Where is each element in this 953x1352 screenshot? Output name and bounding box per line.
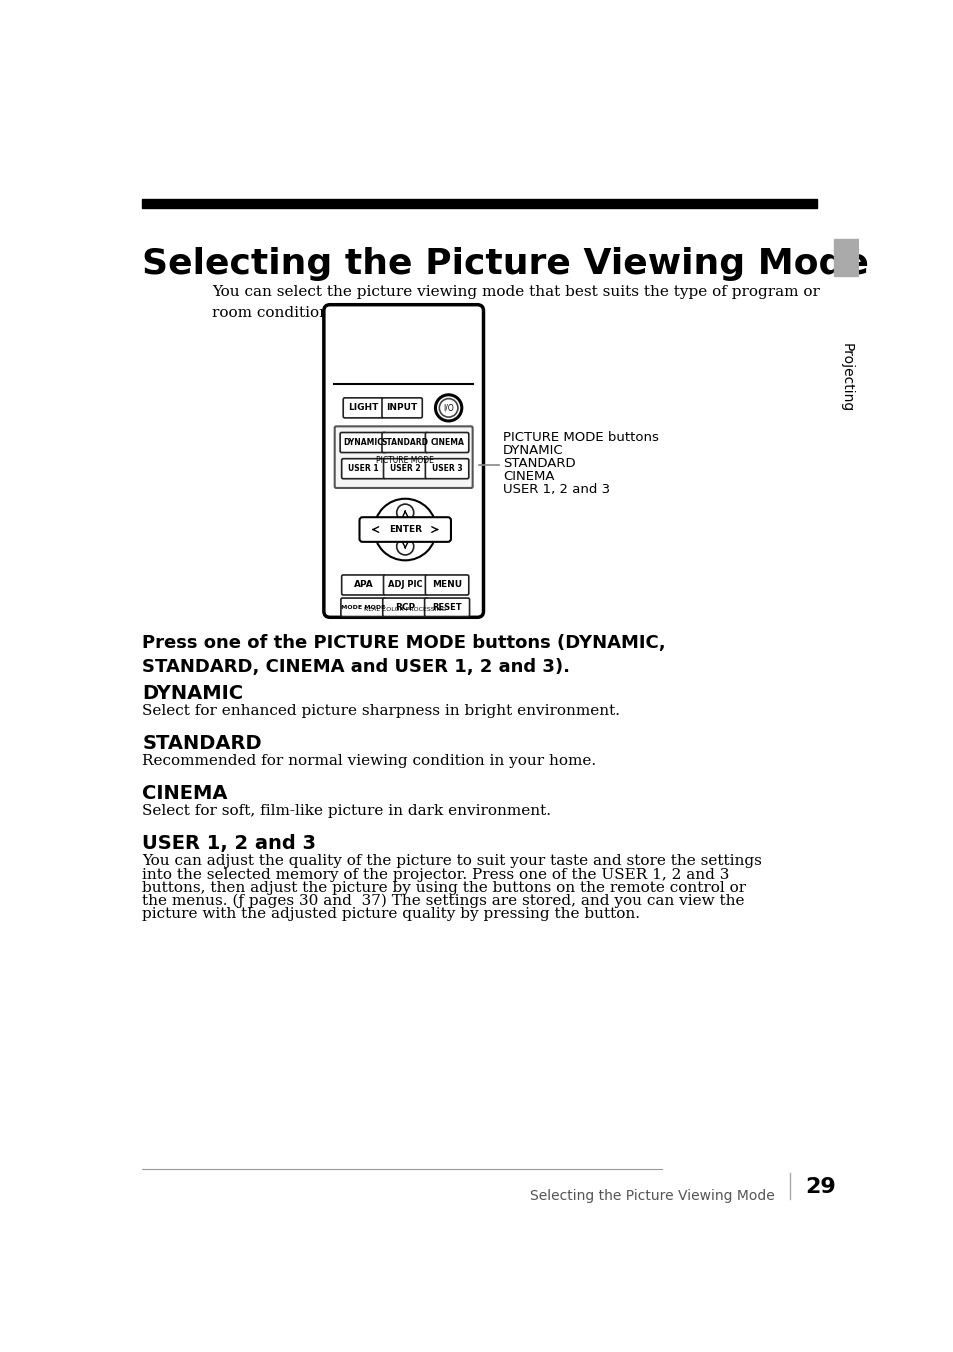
Text: CINEMA: CINEMA	[430, 438, 463, 448]
Circle shape	[439, 399, 457, 418]
FancyBboxPatch shape	[425, 433, 468, 453]
Text: picture with the adjusted picture quality by pressing the button.: picture with the adjusted picture qualit…	[142, 907, 639, 921]
Text: CINEMA: CINEMA	[502, 470, 554, 483]
FancyBboxPatch shape	[424, 598, 469, 617]
Text: ENTER: ENTER	[388, 525, 421, 534]
Text: STANDARD: STANDARD	[142, 734, 262, 753]
FancyBboxPatch shape	[383, 458, 427, 479]
FancyBboxPatch shape	[323, 304, 483, 618]
Text: LIGHT: LIGHT	[348, 403, 378, 412]
Text: RESET: RESET	[432, 603, 461, 612]
Text: DYNAMIC: DYNAMIC	[343, 438, 383, 448]
FancyBboxPatch shape	[335, 426, 472, 488]
FancyBboxPatch shape	[425, 458, 468, 479]
Bar	[142, 199, 816, 208]
Text: APA: APA	[354, 580, 373, 589]
Circle shape	[435, 395, 461, 420]
Text: You can adjust the quality of the picture to suit your taste and store the setti: You can adjust the quality of the pictur…	[142, 854, 761, 868]
Text: Projecting: Projecting	[839, 343, 852, 412]
Text: USER 3: USER 3	[432, 464, 462, 473]
Text: Select for soft, film-like picture in dark environment.: Select for soft, film-like picture in da…	[142, 804, 551, 818]
Text: 29: 29	[804, 1178, 835, 1197]
Text: into the selected memory of the projector. Press one of the USER 1, 2 and 3: into the selected memory of the projecto…	[142, 868, 729, 882]
Text: Press one of the PICTURE MODE buttons (DYNAMIC,
STANDARD, CINEMA and USER 1, 2 a: Press one of the PICTURE MODE buttons (D…	[142, 634, 665, 676]
Bar	[833, 239, 858, 276]
Text: ADJ PIC: ADJ PIC	[388, 580, 422, 589]
FancyBboxPatch shape	[341, 458, 385, 479]
Text: DYNAMIC: DYNAMIC	[142, 684, 243, 703]
FancyBboxPatch shape	[343, 397, 383, 418]
Text: the menus. (ƒ pages 30 and  37) The settings are stored, and you can view the: the menus. (ƒ pages 30 and 37) The setti…	[142, 894, 744, 909]
Text: USER 1, 2 and 3: USER 1, 2 and 3	[142, 834, 316, 853]
Text: CINEMA: CINEMA	[142, 784, 228, 803]
Text: You can select the picture viewing mode that best suits the type of program or
r: You can select the picture viewing mode …	[212, 285, 820, 320]
FancyBboxPatch shape	[425, 575, 468, 595]
Text: RCP: RCP	[395, 603, 415, 612]
Text: USER 1, 2 and 3: USER 1, 2 and 3	[502, 483, 609, 496]
Text: buttons, then adjust the picture by using the buttons on the remote control or: buttons, then adjust the picture by usin…	[142, 880, 746, 895]
Text: STANDARD: STANDARD	[381, 438, 428, 448]
FancyBboxPatch shape	[340, 433, 386, 453]
Text: I/O: I/O	[443, 403, 454, 412]
Text: DYNAMIC: DYNAMIC	[502, 443, 563, 457]
Text: PICTURE MODE: PICTURE MODE	[375, 456, 434, 465]
Text: Selecting the Picture Viewing Mode: Selecting the Picture Viewing Mode	[142, 247, 868, 281]
FancyBboxPatch shape	[381, 433, 428, 453]
Text: USER 1: USER 1	[348, 464, 378, 473]
Text: Selecting the Picture Viewing Mode: Selecting the Picture Viewing Mode	[530, 1188, 774, 1203]
Text: MENU: MENU	[432, 580, 461, 589]
FancyBboxPatch shape	[382, 598, 427, 617]
FancyBboxPatch shape	[381, 397, 422, 418]
FancyBboxPatch shape	[359, 518, 451, 542]
Circle shape	[396, 538, 414, 554]
Text: Recommended for normal viewing condition in your home.: Recommended for normal viewing condition…	[142, 754, 596, 768]
FancyBboxPatch shape	[341, 575, 385, 595]
Text: REAL COLOR PROCESSING: REAL COLOR PROCESSING	[364, 607, 446, 612]
Text: USER 2: USER 2	[390, 464, 420, 473]
Text: MODE MODE: MODE MODE	[341, 604, 385, 610]
Text: STANDARD: STANDARD	[502, 457, 575, 470]
Circle shape	[374, 499, 436, 560]
Circle shape	[396, 504, 414, 521]
FancyBboxPatch shape	[383, 575, 427, 595]
FancyBboxPatch shape	[340, 598, 385, 617]
Text: Select for enhanced picture sharpness in bright environment.: Select for enhanced picture sharpness in…	[142, 704, 619, 718]
Text: PICTURE MODE buttons: PICTURE MODE buttons	[502, 431, 659, 443]
Text: INPUT: INPUT	[386, 403, 417, 412]
